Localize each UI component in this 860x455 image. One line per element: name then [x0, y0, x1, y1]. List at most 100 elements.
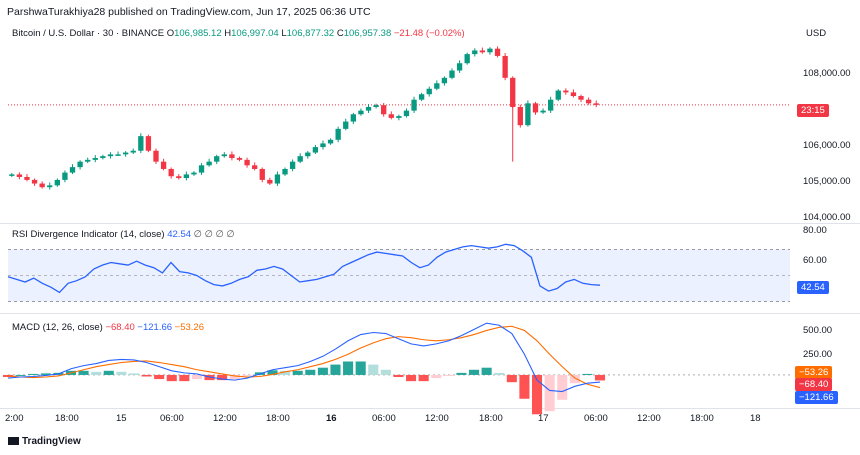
candle-body — [335, 128, 341, 140]
rsi-band — [8, 249, 790, 302]
rsi-tag: 42.54 — [797, 281, 829, 294]
macd-histogram-bar — [368, 364, 379, 375]
candle-body — [403, 110, 410, 117]
time-tick: 06:00 — [372, 413, 396, 424]
pane-separator[interactable] — [0, 223, 860, 224]
macd-histogram-bar — [2, 374, 14, 378]
price-tick: 104,000.00 — [803, 212, 851, 223]
time-tick: 12:00 — [213, 413, 237, 424]
macd-histogram-bar — [569, 374, 580, 384]
macd-histogram-bar — [431, 374, 442, 379]
candle-body — [426, 88, 432, 95]
low-value: 106,877.32 — [286, 28, 335, 39]
high-value: 106,997.04 — [231, 28, 279, 39]
macd-histogram-bar — [544, 374, 555, 412]
candle-body — [593, 103, 599, 105]
macd-histogram-bar — [53, 372, 64, 375]
candle-body — [221, 154, 227, 157]
candle-body — [229, 154, 235, 159]
macd-hist-value: −68.40 — [105, 322, 135, 333]
macd-histogram-bar — [443, 374, 454, 376]
macd-histogram-bar — [355, 361, 366, 375]
macd-histogram-bar — [15, 374, 26, 376]
currency-label[interactable]: USD — [806, 28, 827, 39]
macd-histogram-bar — [557, 374, 568, 400]
candle-body — [418, 94, 425, 100]
macd-histogram-bar — [317, 367, 328, 375]
rsi-tick: 80.00 — [803, 225, 827, 236]
candle-body — [39, 183, 45, 188]
macd-legend: MACD (12, 26, close) −68.40 −121.66 −53.… — [12, 322, 204, 333]
macd-histogram-bar — [204, 374, 215, 381]
macd-histogram-bar — [469, 369, 480, 375]
macd-histogram-bar — [280, 370, 291, 375]
candle-body — [472, 50, 478, 55]
macd-histogram-bar — [418, 374, 429, 382]
candle-body — [9, 174, 15, 176]
candle-body — [191, 172, 197, 175]
macd-histogram-bar — [506, 374, 517, 383]
candle-body — [31, 179, 38, 184]
macd-histogram-bar — [305, 369, 316, 375]
candle-body — [373, 105, 379, 107]
macd-value: −121.66 — [137, 322, 173, 333]
candle-body — [122, 152, 129, 155]
close-label: C — [336, 28, 344, 39]
macd-histogram-bar — [229, 374, 240, 380]
candle-body — [396, 116, 402, 118]
candle-body — [183, 174, 190, 179]
candle-body — [540, 110, 546, 113]
price-tick: 105,000.00 — [803, 176, 851, 187]
candle-body — [494, 48, 501, 56]
candle-body — [77, 161, 83, 168]
rsi-legend: RSI Divergence Indicator (14, close) 42.… — [12, 229, 235, 240]
candle-body — [267, 179, 273, 184]
candle-body — [350, 114, 356, 122]
rsi-title: RSI Divergence Indicator (14, close) — [12, 229, 165, 240]
publisher-line: ParshwaTurakhiya28 published on TradingV… — [7, 6, 371, 18]
tradingview-logo: TradingView — [8, 436, 81, 447]
macd-histogram-bar — [141, 374, 152, 377]
candle-body — [585, 99, 592, 104]
macd-histogram-bar — [154, 374, 165, 380]
time-tick: 12:00 — [425, 413, 449, 424]
price-legend: Bitcoin / U.S. Dollar · 30 · BINANCE O10… — [12, 28, 465, 39]
candle-body — [434, 83, 440, 89]
macd-histogram-bar — [330, 364, 341, 375]
macd-histogram-bar — [380, 369, 391, 375]
countdown-tag: 23:15 — [797, 104, 829, 117]
macd-line — [7, 322, 601, 393]
macd-tick: 250.00 — [803, 349, 833, 360]
time-tick: 18:00 — [266, 413, 290, 424]
macd-hist-tag: −68.40 — [795, 378, 833, 391]
candle-body — [198, 165, 205, 173]
time-tick: 16 — [326, 413, 337, 424]
candle-body — [327, 139, 334, 144]
macd-histogram-bar — [166, 374, 177, 382]
macd-signal-line — [7, 325, 601, 389]
candle-body — [388, 114, 394, 118]
candle-body — [236, 158, 243, 160]
macd-histogram-bar — [91, 371, 102, 375]
time-tick: 18:00 — [690, 413, 714, 424]
tradingview-logo-icon — [8, 437, 19, 446]
time-tick: 18:00 — [55, 413, 79, 424]
time-tick: 15 — [116, 413, 127, 424]
macd-histogram-bar — [191, 374, 202, 380]
pane-separator[interactable] — [0, 313, 860, 314]
candle-body — [160, 161, 167, 169]
macd-histogram-bar — [128, 373, 139, 375]
macd-histogram-bar — [292, 370, 303, 375]
time-tick: 2:00 — [5, 413, 24, 424]
rsi-tick: 60.00 — [803, 255, 827, 266]
logo-text: TradingView — [22, 436, 81, 447]
candle-body — [525, 103, 531, 126]
candle-body — [54, 179, 60, 186]
candle-body — [305, 152, 311, 157]
time-tick: 18:00 — [479, 413, 503, 424]
candle-body — [479, 50, 486, 53]
macd-histogram-bar — [267, 370, 278, 375]
macd-histogram-bar — [179, 374, 190, 382]
time-tick: 18 — [750, 413, 761, 424]
